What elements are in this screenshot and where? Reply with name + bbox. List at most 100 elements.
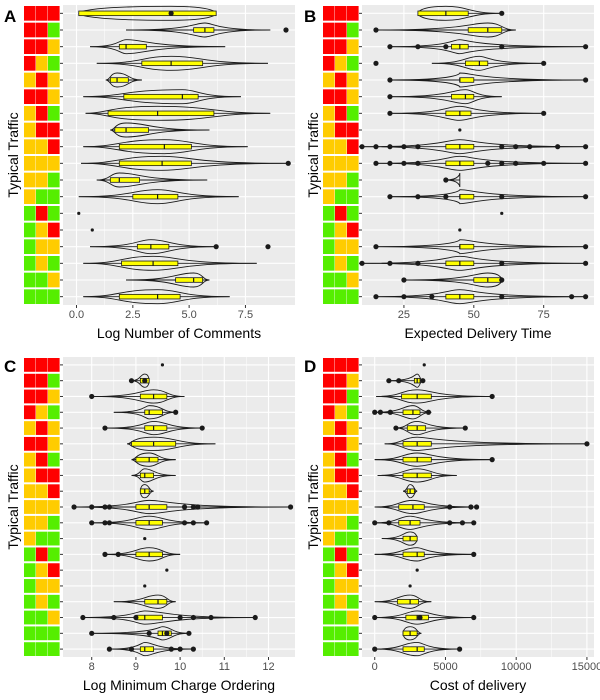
traffic-square	[36, 500, 48, 514]
traffic-square	[335, 531, 347, 546]
outlier-point	[90, 228, 94, 232]
outlier-point	[89, 393, 95, 400]
outlier-point	[471, 551, 477, 557]
box	[121, 260, 179, 267]
traffic-square	[323, 22, 335, 38]
outlier-point	[415, 568, 419, 572]
box	[109, 177, 140, 183]
outlier-point	[462, 425, 468, 431]
outlier-point	[499, 194, 505, 200]
outlier-point	[584, 441, 590, 447]
traffic-square	[24, 500, 36, 514]
outlier-point	[489, 457, 495, 463]
traffic-square	[323, 122, 335, 138]
traffic-square	[323, 500, 335, 514]
outlier-point	[443, 177, 449, 183]
traffic-square	[347, 72, 359, 88]
traffic-square	[347, 358, 359, 372]
traffic-square	[347, 484, 359, 499]
box	[109, 77, 129, 83]
traffic-square	[24, 289, 36, 304]
traffic-square	[48, 56, 60, 71]
box	[465, 60, 489, 67]
traffic-square	[24, 89, 36, 104]
x-tick-label: 8	[89, 661, 95, 673]
traffic-square	[323, 56, 335, 71]
traffic-square	[347, 500, 359, 514]
traffic-square	[48, 156, 60, 171]
traffic-square	[36, 122, 48, 138]
traffic-square	[323, 468, 335, 483]
outlier-point	[415, 44, 421, 50]
traffic-square	[323, 358, 335, 372]
outlier-point	[499, 160, 505, 166]
box	[78, 10, 217, 17]
traffic-square	[335, 89, 347, 104]
outlier-point	[583, 77, 589, 83]
traffic-square	[48, 579, 60, 593]
outlier-point	[393, 425, 399, 431]
traffic-square	[36, 452, 48, 467]
traffic-square	[24, 468, 36, 483]
box	[398, 504, 425, 510]
traffic-square	[347, 436, 359, 451]
traffic-square	[48, 239, 60, 254]
outlier-point	[199, 425, 205, 431]
outlier-point	[458, 228, 462, 232]
outlier-point	[106, 646, 112, 652]
y-axis-label: Typical Traffic	[305, 464, 321, 549]
traffic-square	[24, 642, 36, 656]
outlier-point	[265, 244, 271, 250]
box	[398, 520, 421, 526]
traffic-square	[36, 484, 48, 499]
traffic-square	[335, 358, 347, 372]
outlier-point	[102, 551, 108, 557]
traffic-square	[24, 484, 36, 499]
outlier-point	[473, 504, 480, 510]
traffic-square	[347, 610, 359, 625]
box	[118, 43, 147, 50]
outlier-point	[373, 60, 379, 66]
traffic-square	[323, 405, 335, 420]
outlier-point	[89, 520, 95, 526]
x-axis-label: Log Minimum Charge Ordering	[83, 677, 275, 693]
traffic-square	[48, 206, 60, 221]
outlier-point	[499, 260, 505, 266]
outlier-point	[527, 144, 533, 150]
outlier-point	[471, 520, 477, 526]
traffic-square	[36, 389, 48, 404]
outlier-point	[415, 160, 421, 166]
panel-B: 25 50 75 Expected Delivery Time Typical Traf…	[304, 5, 594, 341]
box	[135, 614, 163, 621]
traffic-square	[347, 405, 359, 420]
traffic-square	[347, 626, 359, 641]
box	[459, 77, 475, 83]
outlier-point	[583, 44, 589, 50]
outlier-point	[168, 646, 174, 652]
traffic-square	[323, 373, 335, 388]
panel-label: D	[304, 357, 316, 376]
traffic-square	[24, 172, 36, 188]
traffic-square	[48, 122, 60, 138]
traffic-square	[335, 594, 347, 609]
traffic-square	[335, 610, 347, 625]
traffic-square	[48, 189, 60, 204]
traffic-square	[36, 626, 48, 641]
box	[445, 110, 472, 117]
outlier-point	[541, 110, 547, 116]
traffic-square	[323, 256, 335, 271]
x-tick-label: 12	[262, 661, 274, 673]
traffic-square	[335, 579, 347, 593]
box	[175, 277, 204, 283]
outlier-point	[128, 646, 135, 652]
traffic-square	[347, 222, 359, 238]
traffic-square	[48, 484, 60, 499]
traffic-square	[347, 594, 359, 609]
panel-label: B	[304, 7, 316, 26]
traffic-square	[24, 256, 36, 271]
traffic-square	[36, 222, 48, 238]
box	[139, 472, 154, 479]
outlier-point	[102, 425, 108, 431]
traffic-square	[347, 468, 359, 483]
box	[144, 599, 168, 605]
